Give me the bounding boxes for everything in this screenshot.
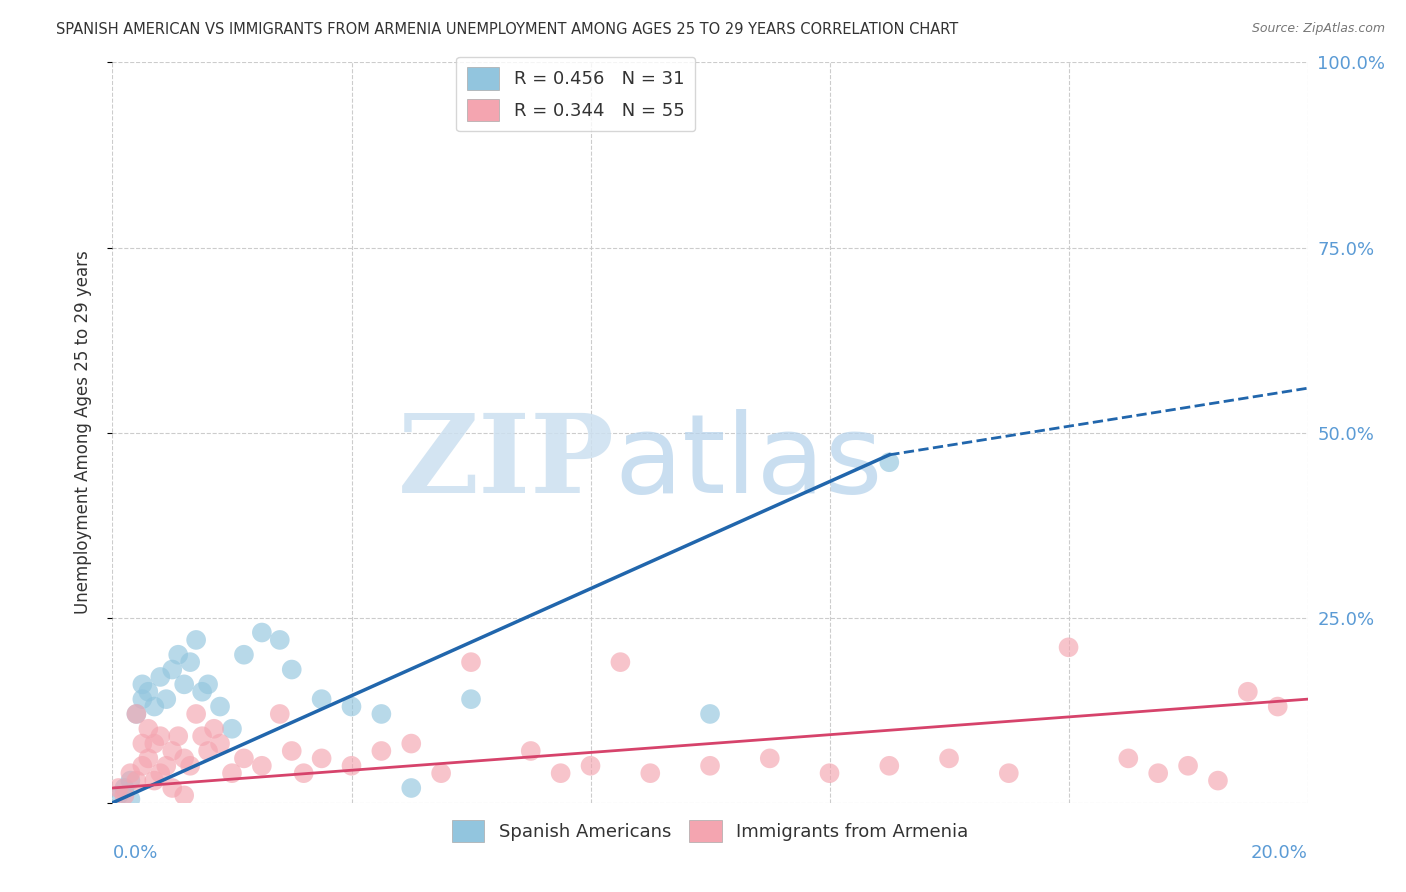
Point bbox=[520, 744, 543, 758]
Point bbox=[162, 663, 183, 677]
Point bbox=[1118, 751, 1140, 765]
Point bbox=[173, 677, 195, 691]
Point bbox=[460, 655, 482, 669]
Point bbox=[1237, 685, 1260, 699]
Point bbox=[120, 766, 142, 780]
Point bbox=[191, 729, 214, 743]
Point bbox=[149, 766, 172, 780]
Point bbox=[143, 699, 166, 714]
Point bbox=[311, 751, 333, 765]
Point bbox=[250, 758, 273, 772]
Point bbox=[107, 780, 129, 795]
Point bbox=[197, 677, 219, 691]
Point bbox=[138, 751, 160, 765]
Point bbox=[143, 737, 166, 751]
Point bbox=[202, 722, 225, 736]
Point bbox=[759, 751, 782, 765]
Point bbox=[938, 751, 960, 765]
Point bbox=[250, 625, 273, 640]
Point bbox=[120, 773, 142, 788]
Point bbox=[292, 766, 315, 780]
Point bbox=[125, 773, 148, 788]
Point bbox=[401, 737, 423, 751]
Point bbox=[138, 722, 160, 736]
Point bbox=[131, 737, 153, 751]
Point bbox=[120, 792, 142, 806]
Point bbox=[197, 744, 219, 758]
Text: SPANISH AMERICAN VS IMMIGRANTS FROM ARMENIA UNEMPLOYMENT AMONG AGES 25 TO 29 YEA: SPANISH AMERICAN VS IMMIGRANTS FROM ARME… bbox=[56, 22, 959, 37]
Point bbox=[1206, 773, 1229, 788]
Point bbox=[550, 766, 572, 780]
Point bbox=[186, 632, 208, 647]
Point bbox=[191, 685, 214, 699]
Point bbox=[1267, 699, 1289, 714]
Point bbox=[162, 744, 183, 758]
Point bbox=[998, 766, 1021, 780]
Point bbox=[269, 632, 291, 647]
Point bbox=[162, 780, 183, 795]
Point bbox=[221, 766, 243, 780]
Point bbox=[879, 455, 901, 469]
Point bbox=[167, 648, 190, 662]
Point bbox=[114, 789, 135, 803]
Point bbox=[155, 758, 177, 772]
Legend: Spanish Americans, Immigrants from Armenia: Spanish Americans, Immigrants from Armen… bbox=[444, 813, 976, 849]
Point bbox=[699, 758, 721, 772]
Point bbox=[155, 692, 177, 706]
Point bbox=[1057, 640, 1080, 655]
Point bbox=[233, 648, 256, 662]
Point bbox=[340, 699, 363, 714]
Text: 20.0%: 20.0% bbox=[1251, 844, 1308, 862]
Point bbox=[281, 663, 304, 677]
Point bbox=[114, 780, 135, 795]
Point bbox=[311, 692, 333, 706]
Point bbox=[460, 692, 482, 706]
Point bbox=[209, 699, 232, 714]
Text: ZIP: ZIP bbox=[398, 409, 614, 516]
Point bbox=[107, 789, 129, 803]
Point bbox=[370, 744, 392, 758]
Point bbox=[173, 789, 195, 803]
Point bbox=[818, 766, 841, 780]
Text: atlas: atlas bbox=[614, 409, 883, 516]
Point bbox=[269, 706, 291, 721]
Point bbox=[340, 758, 363, 772]
Point bbox=[430, 766, 453, 780]
Point bbox=[609, 655, 631, 669]
Point bbox=[640, 766, 662, 780]
Point bbox=[699, 706, 721, 721]
Point bbox=[179, 655, 201, 669]
Point bbox=[209, 737, 232, 751]
Point bbox=[125, 706, 148, 721]
Point bbox=[281, 744, 304, 758]
Point bbox=[1147, 766, 1170, 780]
Point bbox=[579, 758, 602, 772]
Point bbox=[1177, 758, 1199, 772]
Point bbox=[138, 685, 160, 699]
Point bbox=[186, 706, 208, 721]
Point bbox=[131, 758, 153, 772]
Point bbox=[149, 670, 172, 684]
Y-axis label: Unemployment Among Ages 25 to 29 years: Unemployment Among Ages 25 to 29 years bbox=[73, 251, 91, 615]
Point bbox=[143, 773, 166, 788]
Point bbox=[131, 692, 153, 706]
Point bbox=[167, 729, 190, 743]
Point bbox=[149, 729, 172, 743]
Point bbox=[221, 722, 243, 736]
Point bbox=[179, 758, 201, 772]
Point bbox=[401, 780, 423, 795]
Text: 0.0%: 0.0% bbox=[112, 844, 157, 862]
Point bbox=[125, 706, 148, 721]
Point bbox=[370, 706, 392, 721]
Text: Source: ZipAtlas.com: Source: ZipAtlas.com bbox=[1251, 22, 1385, 36]
Point bbox=[879, 758, 901, 772]
Point bbox=[173, 751, 195, 765]
Point bbox=[131, 677, 153, 691]
Point bbox=[233, 751, 256, 765]
